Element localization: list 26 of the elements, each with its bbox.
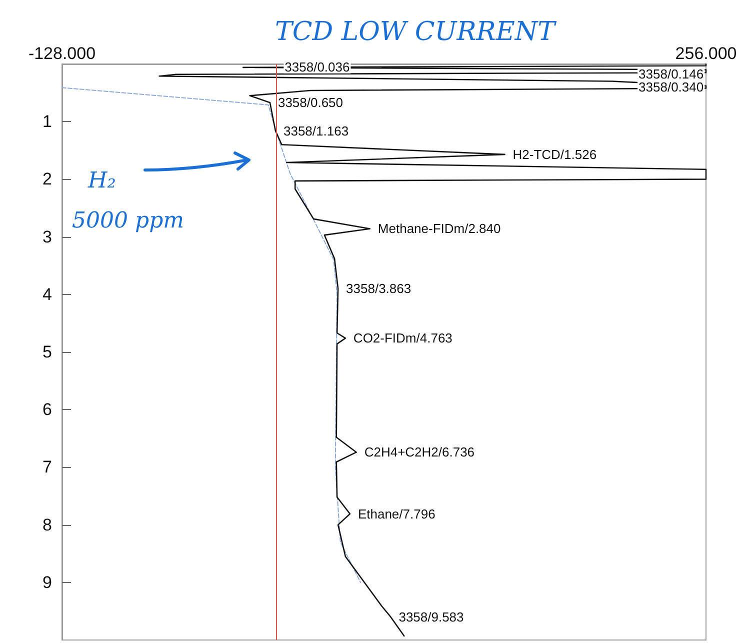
annotation: 5000 ppm: [72, 208, 184, 234]
annotation: 3358/0.340: [638, 80, 704, 95]
annotation: H2-TCD/1.526: [512, 146, 597, 162]
annotation: Methane-FIDm/2.840: [378, 221, 501, 236]
annotation: CO2-FIDm/4.763: [353, 330, 452, 346]
x-tick-label: -128.000: [28, 44, 96, 63]
annotation: 3358/3.863: [346, 281, 412, 296]
x-tick-label: 256.000: [675, 44, 737, 63]
y-tick-label: 2: [42, 170, 52, 189]
annotation: 3358/1.163: [283, 123, 349, 138]
annotation: 3358/0.036: [284, 59, 350, 74]
y-tick-label: 8: [42, 515, 52, 534]
chart-title: TCD LOW CURRENT: [275, 17, 557, 47]
annotation: C2H4+C2H2/6.736: [364, 444, 475, 460]
y-tick-label: 6: [42, 400, 52, 420]
annotation: 3358/9.583: [398, 609, 464, 624]
y-tick-label: 3: [42, 227, 52, 246]
y-tick-label: 7: [42, 458, 52, 477]
annotation: Ethane/7.796: [358, 506, 436, 522]
annotation: 3358/0.650: [278, 95, 344, 110]
annotation: H₂: [87, 168, 116, 194]
annotation: 3358/0.146: [638, 66, 704, 82]
y-tick-label: 1: [42, 112, 52, 132]
y-tick-label: 9: [42, 572, 52, 592]
y-tick-label: 5: [42, 342, 52, 362]
y-tick-label: 4: [42, 284, 52, 304]
